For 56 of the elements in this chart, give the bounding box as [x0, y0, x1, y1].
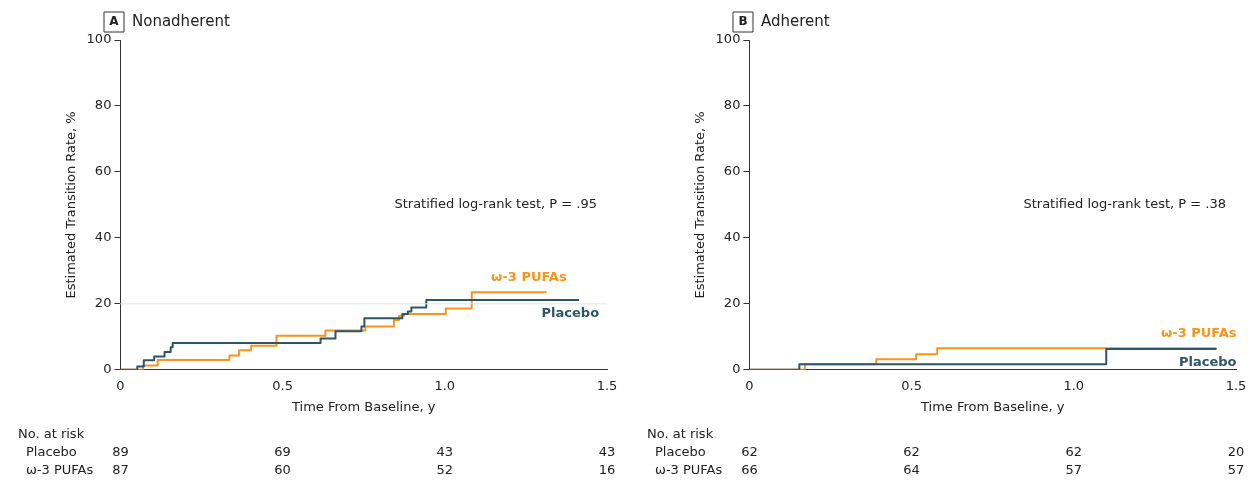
chart-title: Nonadherent [132, 11, 230, 30]
text: 66 [741, 462, 758, 478]
text: A [109, 14, 120, 29]
text: 16 [598, 462, 616, 478]
text: Placebo [655, 444, 706, 460]
text: 57 [1065, 462, 1083, 478]
y-tick-label: 20 [94, 295, 112, 311]
y-tick-label: 40 [723, 229, 741, 245]
y-tick-label: 0 [103, 361, 112, 377]
text: 43 [436, 444, 454, 460]
text: Placebo [26, 444, 77, 460]
x-axis-title: Time From Baseline, y [920, 398, 1065, 414]
y-tick-label: 60 [723, 163, 741, 179]
y-axis-title: Estimated Transition Rate, % [692, 111, 708, 299]
y-tick-label: 60 [94, 163, 112, 179]
y-tick-label: 0 [732, 361, 741, 377]
text: ω-3 PUFAs [26, 462, 94, 478]
text: 43 [598, 444, 616, 460]
text: 62 [903, 444, 920, 460]
y-axis-title: Estimated Transition Rate, % [63, 111, 79, 299]
text: 69 [274, 444, 291, 460]
x-tick-label: 1.5 [1225, 377, 1247, 393]
series-label: ω-3 PUFAs [1160, 324, 1237, 340]
series-label: Placebo [1179, 354, 1237, 370]
text: ω-3 PUFAs [655, 462, 723, 478]
text: 57 [1227, 462, 1245, 478]
text: 20 [1227, 444, 1245, 460]
text: 87 [112, 462, 129, 478]
annotation: Stratified log-rank test, P = .95 [394, 196, 597, 212]
x-tick-label: 1.0 [1063, 377, 1085, 393]
text: No. at risk [647, 426, 714, 442]
series-label: ω-3 PUFAs [491, 268, 567, 284]
text: 62 [741, 444, 758, 460]
x-tick-label: 0 [745, 377, 754, 393]
x-tick-label: 0 [116, 377, 125, 393]
x-tick-label: 1.5 [596, 377, 618, 393]
annotation: Stratified log-rank test, P = .38 [1023, 196, 1226, 212]
y-tick-label: 40 [94, 229, 112, 245]
y-tick-label: 80 [723, 97, 741, 113]
text: No. at risk [18, 426, 85, 442]
y-tick-label: 100 [86, 31, 112, 47]
text: 64 [903, 462, 920, 478]
text: 89 [112, 444, 129, 460]
text: 60 [274, 462, 291, 478]
series-label: Placebo [541, 305, 600, 321]
x-tick-label: 1.0 [434, 377, 456, 393]
y-tick-label: 100 [715, 31, 741, 47]
chart-title: Adherent [761, 11, 830, 30]
x-tick-label: 0.5 [272, 377, 293, 393]
text: 52 [436, 462, 454, 478]
text: B [738, 14, 748, 29]
x-tick-label: 0.5 [901, 377, 922, 393]
y-tick-label: 80 [94, 97, 112, 113]
text: 62 [1065, 444, 1083, 460]
x-axis-title: Time From Baseline, y [291, 398, 436, 414]
y-tick-label: 20 [723, 295, 741, 311]
